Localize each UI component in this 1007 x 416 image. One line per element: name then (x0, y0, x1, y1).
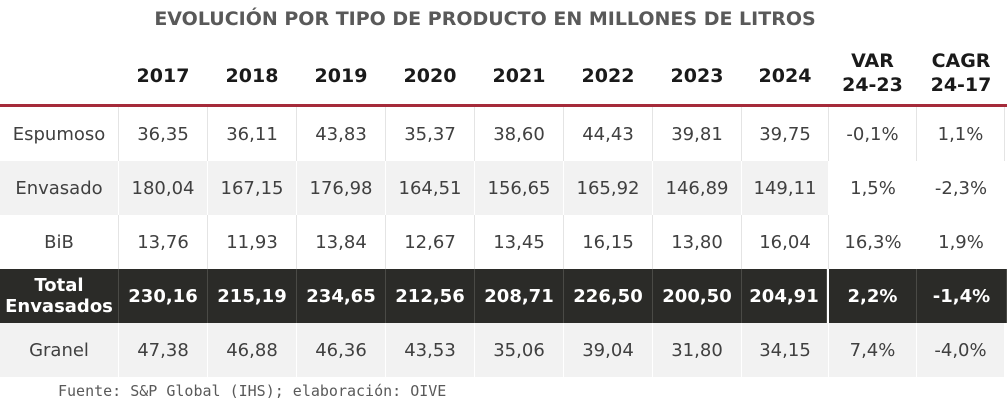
value-cell: 16,15 (564, 215, 653, 269)
cagr-cell: -2,3% (917, 161, 1005, 215)
var-cell: 1,5% (829, 161, 917, 215)
header-cell-var: VAR 24-23 (842, 49, 903, 96)
header-cell-2019: 2019 (314, 64, 368, 87)
header-cell-2021: 2021 (492, 64, 546, 87)
table-row: Granel 47,38 46,88 46,36 43,53 35,06 39,… (0, 323, 1007, 377)
value-cell: 16,04 (742, 215, 829, 269)
value-cell: 215,19 (208, 269, 297, 323)
value-cell: 38,60 (475, 107, 564, 161)
value-cell: 226,50 (564, 269, 653, 323)
value-cell: 31,80 (653, 323, 742, 377)
header-cell-2022: 2022 (581, 64, 635, 87)
var-cell: 2,2% (829, 269, 917, 323)
row-label: Granel (0, 323, 119, 377)
value-cell: 180,04 (119, 161, 208, 215)
value-cell: 11,93 (208, 215, 297, 269)
row-label: Envasado (0, 161, 119, 215)
header-cell-2024: 2024 (758, 64, 812, 87)
value-cell: 156,65 (475, 161, 564, 215)
value-cell: 234,65 (297, 269, 386, 323)
total-row: Total Envasados 230,16 215,19 234,65 212… (0, 269, 1007, 323)
header-divider (0, 104, 1007, 107)
value-cell: 36,35 (119, 107, 208, 161)
header-cell-label (0, 40, 118, 105)
table-row: BiB 13,76 11,93 13,84 12,67 13,45 16,15 … (0, 215, 1007, 269)
value-cell: 149,11 (742, 161, 829, 215)
header-cell-cagr: CAGR 24-17 (930, 49, 992, 96)
value-cell: 200,50 (653, 269, 742, 323)
value-cell: 43,53 (386, 323, 475, 377)
source-note: Fuente: S&P Global (IHS); elaboración: O… (58, 382, 447, 400)
table-row: Espumoso 36,35 36,11 43,83 35,37 38,60 4… (0, 107, 1007, 161)
value-cell: 208,71 (475, 269, 564, 323)
header-cell-2023: 2023 (670, 64, 724, 87)
table-row: Envasado 180,04 167,15 176,98 164,51 156… (0, 161, 1007, 215)
header-cell-2020: 2020 (403, 64, 457, 87)
value-cell: 39,75 (742, 107, 829, 161)
row-label: Espumoso (0, 107, 119, 161)
var-cell: 7,4% (829, 323, 917, 377)
value-cell: 47,38 (119, 323, 208, 377)
table-header: 2017 2018 2019 2020 2021 2022 2023 2024 … (0, 40, 1007, 105)
value-cell: 13,84 (297, 215, 386, 269)
var-cell: 16,3% (829, 215, 917, 269)
value-cell: 44,43 (564, 107, 653, 161)
value-cell: 34,15 (742, 323, 829, 377)
header-cell-2018: 2018 (225, 64, 279, 87)
cagr-cell: 1,1% (917, 107, 1005, 161)
value-cell: 176,98 (297, 161, 386, 215)
value-cell: 46,88 (208, 323, 297, 377)
value-cell: 167,15 (208, 161, 297, 215)
table-title: EVOLUCIÓN POR TIPO DE PRODUCTO EN MILLON… (154, 8, 816, 30)
var-cell: -0,1% (829, 107, 917, 161)
value-cell: 212,56 (386, 269, 475, 323)
value-cell: 13,76 (119, 215, 208, 269)
cagr-cell: -1,4% (917, 269, 1007, 323)
value-cell: 230,16 (119, 269, 208, 323)
header-cell-2017: 2017 (136, 64, 190, 87)
value-cell: 39,81 (653, 107, 742, 161)
value-cell: 36,11 (208, 107, 297, 161)
value-cell: 35,06 (475, 323, 564, 377)
value-cell: 13,45 (475, 215, 564, 269)
value-cell: 165,92 (564, 161, 653, 215)
value-cell: 13,80 (653, 215, 742, 269)
row-label: Total Envasados (0, 269, 119, 323)
value-cell: 204,91 (742, 269, 827, 323)
value-cell: 43,83 (297, 107, 386, 161)
value-cell: 164,51 (386, 161, 475, 215)
cagr-cell: 1,9% (917, 215, 1005, 269)
value-cell: 46,36 (297, 323, 386, 377)
row-label: BiB (0, 215, 119, 269)
value-cell: 146,89 (653, 161, 742, 215)
value-cell: 35,37 (386, 107, 475, 161)
cagr-cell: -4,0% (917, 323, 1005, 377)
value-cell: 12,67 (386, 215, 475, 269)
value-cell: 39,04 (564, 323, 653, 377)
